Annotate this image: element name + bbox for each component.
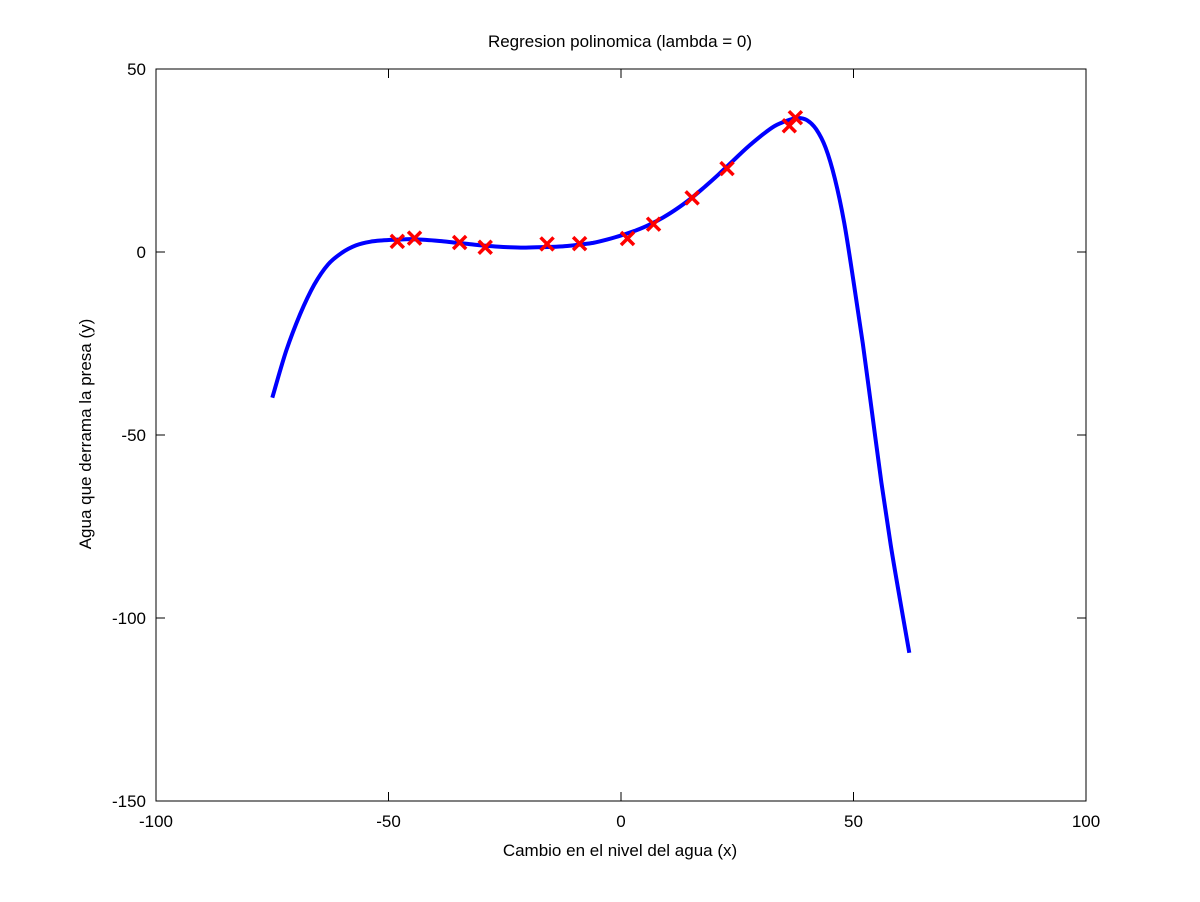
y-axis: -150 -100 -50 0 50 [112, 60, 1086, 811]
x-tick-label: -50 [376, 812, 401, 831]
x-axis: -100 -50 0 50 100 [139, 69, 1100, 831]
data-point-marker [477, 239, 493, 255]
y-tick-label: 50 [127, 60, 146, 79]
data-point-marker [539, 236, 555, 252]
data-point-marker [787, 109, 804, 126]
y-axis-label: Agua que derrama la presa (y) [76, 319, 95, 550]
data-point-marker [645, 216, 662, 232]
x-tick-label: 50 [844, 812, 863, 831]
x-tick-label: -100 [139, 812, 173, 831]
data-point-marker [571, 235, 588, 252]
data-point-marker [719, 160, 735, 177]
x-tick-label: 100 [1072, 812, 1100, 831]
plot-area [270, 109, 912, 654]
x-axis-label: Cambio en el nivel del agua (x) [503, 841, 737, 860]
data-point-marker [684, 190, 700, 206]
data-point-marker [451, 234, 468, 251]
axes-frame [155, 68, 1087, 802]
y-tick-label: -150 [112, 792, 146, 811]
data-point-marker [619, 230, 636, 247]
x-tick-label: 0 [616, 812, 625, 831]
y-tick-label: 0 [137, 243, 146, 262]
data-point-marker [389, 233, 406, 250]
y-tick-label: -100 [112, 609, 146, 628]
chart-title: Regresion polinomica (lambda = 0) [488, 32, 752, 51]
data-point-marker [406, 230, 423, 246]
fit-curve-line [270, 116, 912, 654]
y-tick-label: -50 [121, 426, 146, 445]
